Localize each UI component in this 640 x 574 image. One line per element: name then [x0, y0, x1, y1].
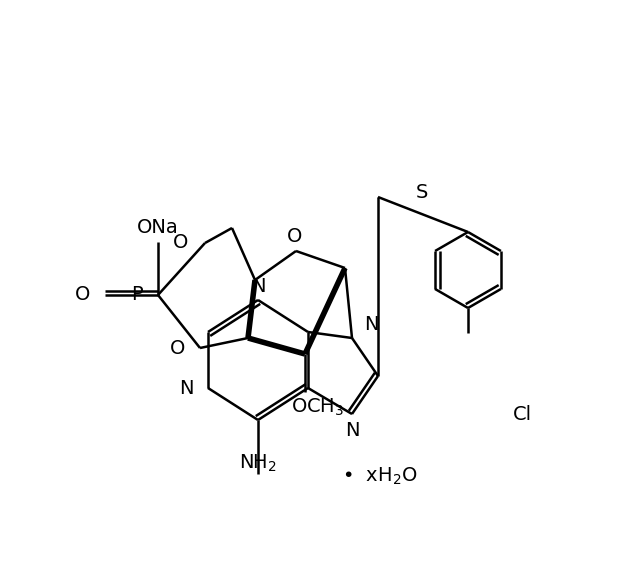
Text: O: O [75, 285, 90, 304]
Text: OCH$_3$: OCH$_3$ [291, 397, 345, 418]
Text: S: S [416, 184, 428, 203]
Text: O: O [173, 234, 188, 253]
Text: P: P [131, 285, 143, 304]
Text: N: N [179, 378, 194, 398]
Text: NH$_2$: NH$_2$ [239, 453, 277, 474]
Text: N: N [345, 421, 359, 440]
Text: Cl: Cl [513, 405, 532, 425]
Text: N: N [251, 277, 265, 296]
Text: O: O [287, 227, 303, 246]
Text: O: O [170, 339, 185, 358]
Text: ONa: ONa [137, 218, 179, 237]
Text: •  xH$_2$O: • xH$_2$O [342, 466, 418, 487]
Text: N: N [364, 316, 378, 335]
